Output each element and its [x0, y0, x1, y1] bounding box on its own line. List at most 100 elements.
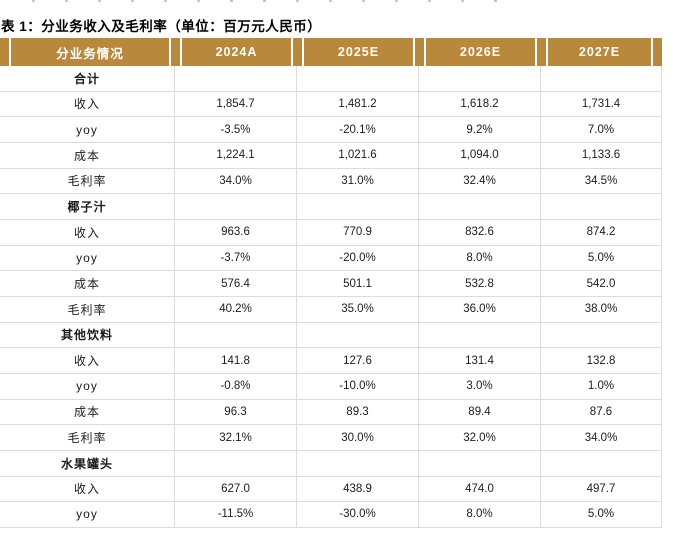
value-cell: 542.0: [540, 271, 662, 296]
value-cell: 131.4: [418, 348, 540, 373]
value-cell: 501.1: [296, 271, 418, 296]
value-cell: [174, 450, 296, 476]
value-cell: 1,224.1: [174, 142, 296, 168]
value-cell: 874.2: [540, 219, 662, 245]
value-cell: 5.0%: [540, 245, 662, 271]
table-title: 表 1：分业务收入及毛利率（单位：百万元人民币）: [1, 19, 322, 34]
row-label-cell: yoy: [76, 250, 98, 265]
value-cell: [418, 66, 540, 91]
table-row: 成本 96.3 89.3 89.4 87.6: [0, 399, 662, 426]
value-cell: 963.6: [174, 219, 296, 245]
header-spacer: [415, 38, 424, 66]
row-label-cell: 毛利率: [67, 302, 107, 317]
row-label-cell: 成本: [73, 405, 100, 420]
value-cell: 1,618.2: [418, 91, 540, 117]
header-cell-2025e: 2025E: [304, 38, 413, 66]
value-cell: [296, 450, 418, 476]
value-cell: 34.0%: [540, 425, 662, 450]
value-cell: [540, 322, 662, 348]
value-cell: 770.9: [296, 219, 418, 245]
value-cell: 96.3: [174, 399, 296, 425]
value-cell: 5.0%: [540, 502, 662, 527]
value-cell: 1,021.6: [296, 142, 418, 168]
header-cell-2026e: 2026E: [426, 38, 535, 66]
value-cell: 32.4%: [418, 168, 540, 194]
value-cell: 35.0%: [296, 296, 418, 322]
value-cell: -10.0%: [296, 373, 418, 399]
value-cell: 1,731.4: [540, 91, 662, 117]
value-cell: 1,481.2: [296, 91, 418, 117]
value-cell: 132.8: [540, 348, 662, 373]
value-cell: [540, 450, 662, 476]
value-cell: 532.8: [418, 271, 540, 296]
value-cell: 1,854.7: [174, 91, 296, 117]
value-cell: 141.8: [174, 348, 296, 373]
section-row: 其他饮料: [0, 322, 662, 349]
clipped-text-artifact: [32, 0, 512, 2]
section-row: 椰子汁: [0, 194, 662, 220]
header-spacer: [653, 38, 662, 66]
value-cell: 1,094.0: [418, 142, 540, 168]
section-name-cell: 椰子汁: [67, 200, 107, 215]
value-cell: [174, 322, 296, 348]
value-cell: 30.0%: [296, 425, 418, 450]
header-cell-2027e: 2027E: [548, 38, 651, 66]
value-cell: -20.1%: [296, 117, 418, 142]
value-cell: 576.4: [174, 271, 296, 296]
value-cell: [296, 322, 418, 348]
value-cell: 38.0%: [540, 296, 662, 322]
value-cell: 1.0%: [540, 373, 662, 399]
row-label-cell: 收入: [73, 97, 100, 112]
value-cell: 627.0: [174, 476, 296, 502]
value-cell: 89.4: [418, 399, 540, 425]
value-cell: -0.8%: [174, 373, 296, 399]
value-cell: [296, 66, 418, 91]
value-cell: 87.6: [540, 399, 662, 425]
value-cell: 34.5%: [540, 168, 662, 194]
table-row: yoy -0.8% -10.0% 3.0% 1.0%: [0, 373, 662, 400]
row-label-cell: 收入: [73, 482, 100, 497]
header-cell-2024a: 2024A: [182, 38, 291, 66]
value-cell: 438.9: [296, 476, 418, 502]
header-spacer: [293, 38, 302, 66]
table-row: yoy -3.5% -20.1% 9.2% 7.0%: [0, 117, 662, 143]
header-spacer: [171, 38, 180, 66]
value-cell: 127.6: [296, 348, 418, 373]
value-cell: 3.0%: [418, 373, 540, 399]
table-row: 收入 1,854.7 1,481.2 1,618.2 1,731.4: [0, 91, 662, 118]
value-cell: 9.2%: [418, 117, 540, 142]
row-label-cell: yoy: [76, 122, 98, 137]
segment-revenue-table: 分业务情况 2024A 2025E 2026E 2027E 合计收入 1,854.…: [0, 38, 662, 528]
header-cell-segment: 分业务情况: [11, 38, 169, 66]
value-cell: [418, 450, 540, 476]
table-row: 收入 627.0 438.9 474.0 497.7: [0, 476, 662, 503]
value-cell: 832.6: [418, 219, 540, 245]
table-header-row: 分业务情况 2024A 2025E 2026E 2027E: [0, 38, 662, 66]
table-body: 合计收入 1,854.7 1,481.2 1,618.2 1,731.4 yoy -3.5%…: [0, 66, 662, 528]
header-spacer: [0, 38, 9, 66]
row-label-cell: 毛利率: [67, 431, 107, 446]
value-cell: [540, 194, 662, 219]
value-cell: 7.0%: [540, 117, 662, 142]
row-label-cell: 收入: [73, 225, 100, 240]
row-label-cell: yoy: [76, 379, 98, 394]
section-row: 水果罐头: [0, 450, 662, 477]
value-cell: 34.0%: [174, 168, 296, 194]
row-label-cell: 毛利率: [67, 174, 107, 189]
table-row: 收入 141.8 127.6 131.4 132.8: [0, 348, 662, 374]
table-row: 成本 1,224.1 1,021.6 1,094.0 1,133.6: [0, 142, 662, 169]
table-row: 毛利率 34.0% 31.0% 32.4% 34.5%: [0, 168, 662, 195]
value-cell: 8.0%: [418, 245, 540, 271]
value-cell: [174, 66, 296, 91]
header-spacer: [537, 38, 546, 66]
table-row: yoy -11.5% -30.0% 8.0% 5.0%: [0, 502, 662, 528]
value-cell: [174, 194, 296, 219]
row-label-cell: 成本: [73, 148, 100, 163]
row-label-cell: 成本: [73, 277, 100, 292]
value-cell: -30.0%: [296, 502, 418, 527]
value-cell: 1,133.6: [540, 142, 662, 168]
section-row: 合计: [0, 66, 662, 92]
value-cell: 497.7: [540, 476, 662, 502]
value-cell: [418, 322, 540, 348]
table-row: 成本 576.4 501.1 532.8 542.0: [0, 271, 662, 297]
